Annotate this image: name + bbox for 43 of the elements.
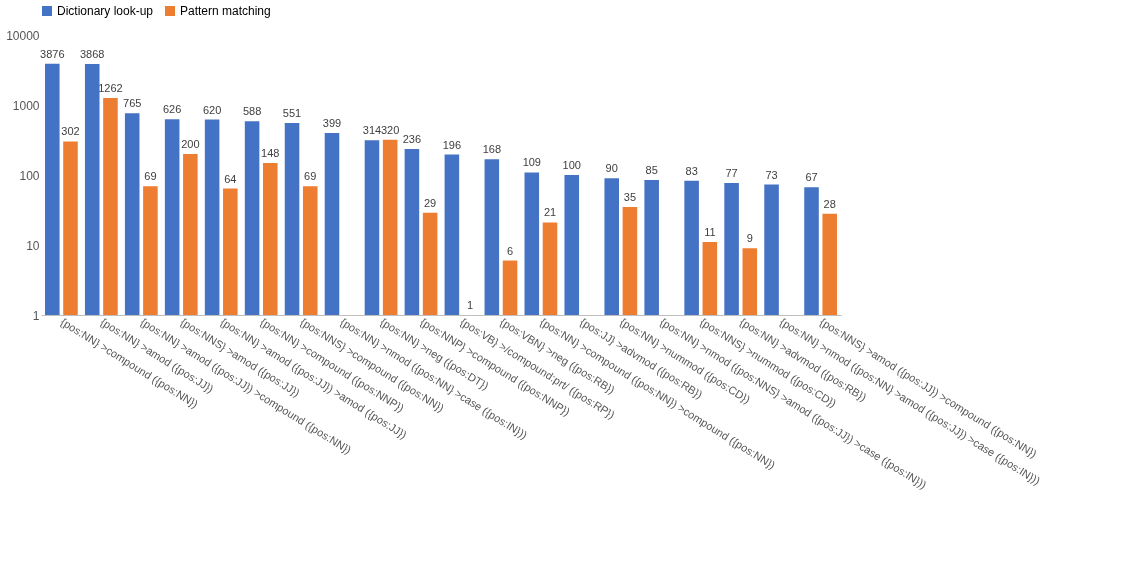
data-label: 3876 bbox=[40, 47, 65, 60]
data-label: 9 bbox=[746, 232, 753, 245]
data-label: 83 bbox=[685, 164, 698, 177]
data-label: 626 bbox=[162, 103, 182, 116]
data-label: 11 bbox=[704, 226, 716, 239]
data-label: 67 bbox=[805, 171, 818, 184]
data-label: 77 bbox=[725, 166, 738, 179]
data-label: 168 bbox=[482, 143, 502, 156]
y-tick-label: 10 bbox=[26, 238, 40, 253]
data-label: 236 bbox=[402, 132, 422, 145]
data-label: 73 bbox=[765, 168, 778, 181]
data-label: 69 bbox=[304, 170, 317, 183]
legend-label: Dictionary look-up bbox=[57, 4, 154, 18]
data-label: 109 bbox=[522, 156, 541, 169]
data-label: 1262 bbox=[98, 81, 123, 94]
data-label: 28 bbox=[823, 197, 836, 210]
data-label: 196 bbox=[442, 138, 462, 151]
data-label: 3868 bbox=[80, 47, 105, 60]
data-label: 765 bbox=[123, 97, 142, 110]
data-label: 21 bbox=[543, 206, 557, 219]
y-tick-label: 100 bbox=[19, 168, 40, 183]
data-label: 100 bbox=[562, 159, 581, 171]
data-label: 69 bbox=[144, 170, 157, 183]
data-label: 148 bbox=[261, 147, 280, 160]
data-label: 1 bbox=[467, 299, 474, 311]
data-label: 85 bbox=[645, 163, 658, 176]
y-tick-label: 1000 bbox=[12, 98, 40, 113]
data-label: 399 bbox=[322, 116, 342, 129]
data-label: 620 bbox=[202, 103, 222, 116]
data-label: 29 bbox=[424, 196, 437, 209]
data-label: 302 bbox=[61, 125, 80, 138]
data-label: 90 bbox=[605, 162, 618, 175]
data-label: 200 bbox=[181, 137, 200, 150]
data-label: 64 bbox=[224, 172, 237, 185]
data-label: 314 bbox=[362, 124, 382, 137]
y-tick-label: 1 bbox=[32, 308, 40, 323]
data-label: 6 bbox=[506, 244, 514, 257]
data-label: 35 bbox=[623, 190, 637, 203]
data-label: 551 bbox=[282, 107, 302, 120]
y-tick-label: 10000 bbox=[6, 28, 40, 43]
data-label: 588 bbox=[242, 105, 262, 118]
data-label: 320 bbox=[380, 123, 400, 136]
legend-label: Pattern matching bbox=[180, 4, 271, 18]
